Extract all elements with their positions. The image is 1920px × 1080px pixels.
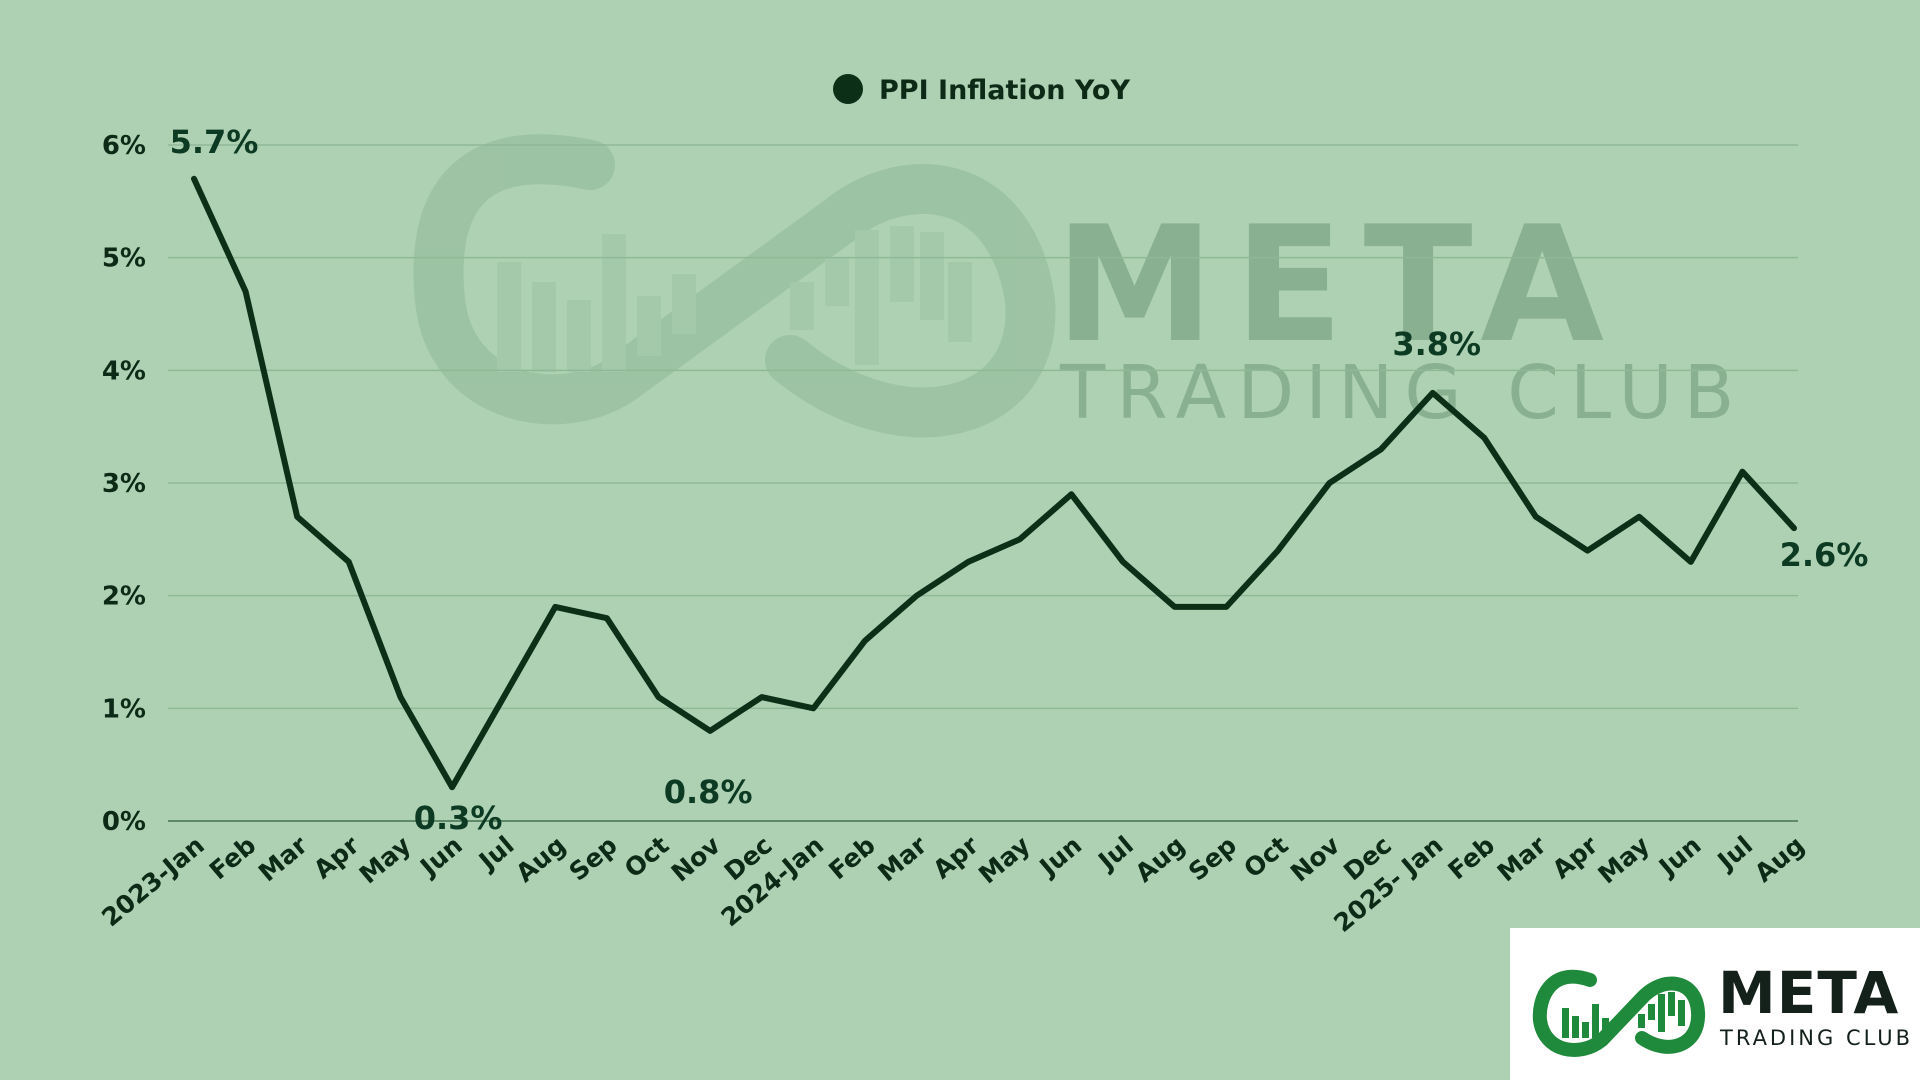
x-tick-label: 2023-Jan [96,830,210,932]
legend-label: PPI Inflation YoY [879,75,1130,106]
x-tick-label: Mar [1492,830,1553,887]
logo-title: META [1718,959,1900,1027]
watermark-infinity-icon [413,134,1056,438]
x-tick-label: Jul [1091,830,1138,876]
y-tick-label: 6% [102,131,146,161]
data-label: 0.3% [414,799,503,837]
logo-subtitle: TRADING CLUB [1720,1026,1914,1050]
legend: PPI Inflation YoY [833,74,1130,106]
watermark-subtitle: TRADING CLUB [1059,350,1745,436]
x-tick-label: Aug [1749,830,1810,888]
x-tick-label: Apr [1547,830,1604,885]
y-tick-label: 5% [102,244,146,274]
x-tick-label: Jun [1652,830,1707,882]
y-tick-label: 2% [102,582,146,612]
x-tick-label: Jul [472,830,519,876]
logo-infinity-icon [1532,969,1705,1057]
y-tick-label: 4% [102,356,146,386]
data-label: 2.6% [1780,536,1869,574]
data-label: 5.7% [170,123,259,161]
x-tick-label: Sep [564,830,623,886]
x-tick-label: Oct [619,830,674,883]
y-tick-label: 3% [102,469,146,499]
x-tick-label: Feb [1443,830,1501,885]
x-tick-label: Sep [1183,830,1242,886]
x-tick-label: Mar [253,830,314,887]
logo-box: META TRADING CLUB [1510,928,1920,1080]
data-label: 3.8% [1392,325,1481,363]
x-tick-label: Jun [1033,830,1088,882]
x-tick-label: Nov [666,830,726,887]
data-label: 0.8% [664,773,753,811]
x-tick-label: Mar [872,830,933,887]
x-tick-label: Feb [823,830,881,885]
x-tick-label: Jul [1711,830,1758,876]
y-axis: 0% 1% 2% 3% 4% 5% 6% [102,131,146,837]
x-tick-label: Aug [510,830,571,888]
legend-marker [833,74,863,104]
watermark-title: META [1055,191,1624,378]
x-tick-label: May [354,830,417,889]
x-tick-label: Jun [413,830,468,882]
x-tick-label: Apr [308,830,365,885]
watermark: META TRADING CLUB [413,134,1745,438]
series-line-ppi [191,175,1797,791]
x-tick-label: May [1592,830,1655,889]
y-tick-label: 1% [102,694,146,724]
y-tick-label: 0% [102,807,146,837]
grid [168,144,1798,822]
x-tick-label: Nov [1285,830,1345,887]
annotations: 5.7% 0.3% 0.8% 3.8% 2.6% [170,123,1869,837]
x-tick-label: Aug [1130,830,1191,888]
x-tick-label: Apr [927,830,984,885]
x-tick-label: Oct [1238,830,1293,883]
x-tick-label: May [973,830,1036,889]
x-tick-label: Feb [204,830,262,885]
